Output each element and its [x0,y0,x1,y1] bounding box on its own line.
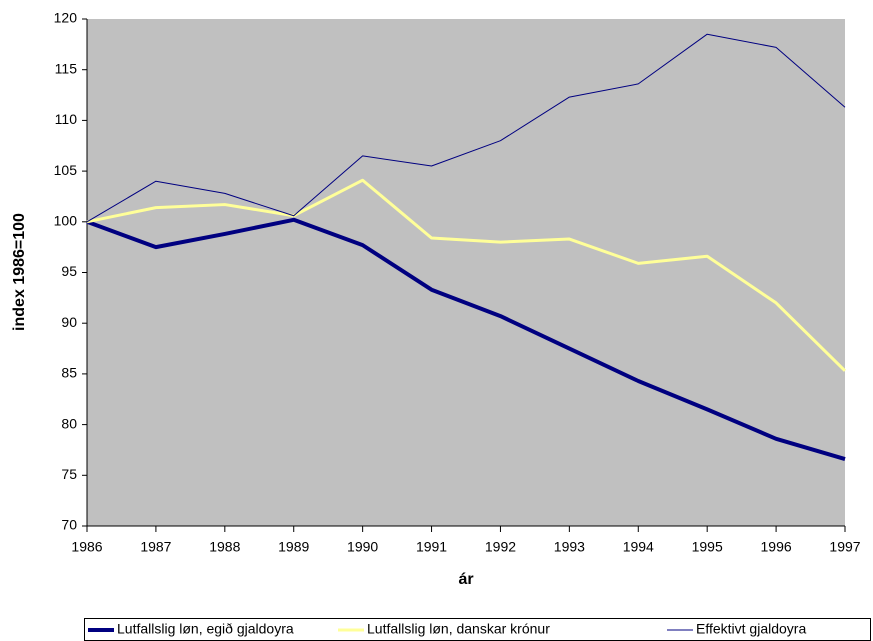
y-tick-label: 100 [54,213,78,229]
y-tick-label: 105 [54,162,78,178]
x-tick-label: 1993 [554,539,585,555]
legend-label: Lutfallslig løn, danskar krónur [367,621,550,637]
legend-label: Effektivt gjaldoyra [696,621,806,637]
x-tick-label: 1986 [71,539,102,555]
y-axis-label: index 1986=100 [11,213,28,331]
y-tick-label: 85 [61,365,77,381]
y-tick-label: 80 [61,415,77,431]
legend-label: Lutfallslig løn, egið gjaldoyra [117,621,294,637]
x-tick-label: 1992 [485,539,516,555]
x-axis-label: ár [458,571,473,588]
y-tick-label: 110 [55,111,78,127]
series-line [86,178,847,372]
x-tick-label: 1995 [692,539,723,555]
y-tick-label: 90 [61,314,77,330]
y-tick-label: 95 [61,263,77,279]
x-tick-label: 1990 [347,539,378,555]
y-tick-label: 120 [54,10,78,26]
x-tick-label: 1996 [761,539,792,555]
plot-area [87,19,845,526]
y-tick-label: 75 [61,466,77,482]
x-tick-label: 1994 [623,539,654,555]
y-tick-label: 115 [55,60,78,76]
series-line [86,217,846,461]
y-tick-label: 70 [61,517,77,533]
x-tick-label: 1988 [209,539,240,555]
x-tick-label: 1987 [140,539,171,555]
series-line [86,33,846,223]
x-tick-label: 1989 [278,539,309,555]
x-tick-label: 1991 [416,539,447,555]
x-tick-label: 1997 [829,539,860,555]
